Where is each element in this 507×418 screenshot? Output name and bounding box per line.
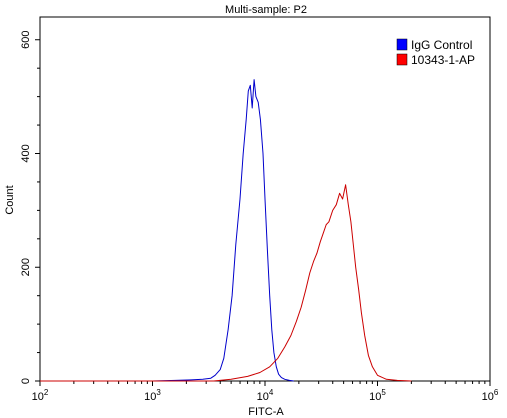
legend-label: IgG Control (411, 38, 472, 52)
x-tick-label: 102 (32, 388, 49, 403)
x-tick-exponent: 3 (156, 388, 161, 397)
x-tick-exponent: 4 (269, 388, 274, 397)
y-tick-label: 200 (20, 258, 32, 276)
x-tick-label: 103 (144, 388, 161, 403)
x-tick-base: 10 (144, 391, 156, 403)
x-tick-label: 106 (482, 388, 499, 403)
x-axis-ticks: 102 103 104 105 106 (32, 381, 499, 403)
x-tick-exponent: 5 (381, 388, 386, 397)
x-tick-label: 104 (257, 388, 274, 403)
legend-label: 10343-1-AP (411, 53, 475, 67)
series-line-1 (40, 79, 294, 382)
series-lines (40, 79, 412, 382)
legend-swatch (396, 38, 408, 51)
y-tick-label: 400 (20, 144, 32, 162)
x-tick-base: 10 (257, 391, 269, 403)
x-tick-base: 10 (369, 391, 381, 403)
x-tick-base: 10 (32, 391, 44, 403)
y-tick-label: 0 (20, 378, 32, 384)
x-tick-exponent: 6 (494, 388, 499, 397)
x-tick-exponent: 2 (44, 388, 49, 397)
y-tick-label: 600 (20, 31, 32, 49)
series-line-2 (40, 184, 412, 382)
chart-title: Multi-sample: P2 (225, 4, 307, 16)
y-axis-label: Count (4, 185, 16, 214)
x-tick-base: 10 (482, 391, 494, 403)
y-axis-ticks: 0 200 400 600 (20, 31, 40, 384)
legend-swatch (396, 53, 408, 66)
x-axis-label: FITC-A (248, 406, 284, 418)
x-tick-label: 105 (369, 388, 386, 403)
